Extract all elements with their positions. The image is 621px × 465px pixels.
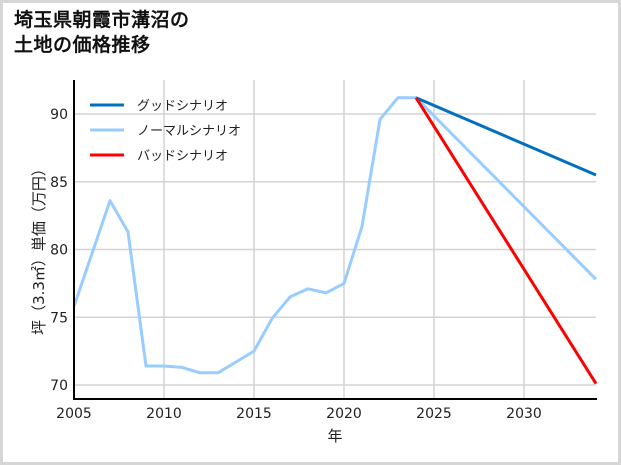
x-tick-labels: 2005 2010 2015 2020 2025 2030 — [56, 406, 542, 422]
y-axis-label: 坪（3.3㎡）単価（万円） — [30, 161, 48, 335]
x-tick-label: 2010 — [146, 406, 182, 422]
legend-label: ノーマルシナリオ — [137, 124, 241, 139]
legend-label: バッドシナリオ — [137, 149, 228, 164]
series-line — [415, 96, 597, 177]
y-tick-label: 85 — [50, 175, 68, 191]
y-tick-labels: 90 85 80 75 70 — [50, 107, 68, 394]
series-line — [414, 96, 598, 385]
x-tick-label: 2015 — [236, 406, 272, 422]
data-series — [72, 96, 598, 385]
x-tick-label: 2005 — [56, 406, 92, 422]
x-tick-label: 2025 — [416, 406, 452, 422]
y-tick-label: 70 — [50, 378, 68, 394]
y-tick-label: 90 — [50, 107, 68, 123]
y-tick-label: 75 — [50, 310, 68, 326]
gridlines — [74, 80, 596, 399]
chart-title-line1: 埼玉県朝霞市溝沼の — [14, 9, 190, 31]
x-axis-label: 年 — [327, 427, 342, 445]
legend-label: グッドシナリオ — [137, 99, 228, 114]
x-tick-label: 2030 — [506, 406, 542, 422]
chart-title: 埼玉県朝霞市溝沼の 土地の価格推移 — [14, 8, 190, 58]
y-tick-label: 80 — [50, 243, 68, 259]
x-tick-label: 2020 — [326, 406, 362, 422]
axes — [73, 80, 597, 400]
chart-title-line2: 土地の価格推移 — [14, 34, 151, 56]
series-line — [72, 96, 598, 375]
